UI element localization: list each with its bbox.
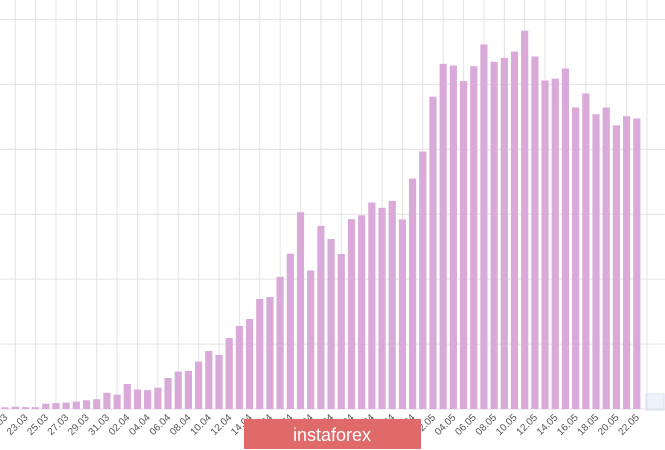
bar: [103, 392, 111, 409]
watermark: instaforex: [244, 419, 421, 449]
bar: [205, 351, 213, 409]
bar: [622, 116, 631, 409]
bar: [541, 80, 549, 409]
bar: [307, 270, 315, 409]
bar: [62, 402, 70, 409]
bar: [572, 107, 580, 409]
watermark-text: instaforex: [293, 425, 371, 445]
bar: [358, 215, 366, 409]
bar: [276, 276, 284, 409]
bar: [174, 371, 182, 409]
x-tick-label: 02.04: [107, 412, 133, 438]
x-tick-label: 04.05: [433, 412, 459, 438]
bar: [439, 63, 447, 409]
x-tick-label: 16.05: [555, 412, 581, 438]
x-tick-label: 27.03: [46, 412, 72, 438]
bar: [582, 93, 590, 409]
x-tick-label: 20.05: [596, 412, 622, 438]
x-tick-label: 06.05: [453, 412, 479, 438]
bar: [510, 51, 519, 409]
bar: [154, 387, 162, 409]
bar: [368, 202, 376, 409]
bar: [398, 219, 407, 409]
bar: [347, 219, 356, 409]
x-tick-label: 10.04: [188, 412, 214, 438]
bar: [296, 212, 305, 409]
x-tick-label: 22.05: [616, 412, 642, 438]
bar: [72, 401, 80, 409]
bar: [429, 96, 437, 409]
bar: [164, 378, 172, 409]
corner-box: [645, 393, 665, 411]
bar: [612, 125, 620, 410]
bar: [490, 61, 498, 409]
bar: [551, 78, 559, 410]
bar: [409, 178, 417, 409]
bar: [286, 253, 294, 409]
bar: [592, 114, 600, 409]
bar: [317, 225, 325, 409]
bar: [480, 44, 488, 410]
x-tick-label: 06.04: [148, 412, 174, 438]
bar: [82, 400, 91, 409]
x-tick-label: 25.03: [25, 412, 51, 438]
bar: [31, 407, 40, 409]
bar: [1, 407, 9, 409]
watermark-box: [244, 419, 421, 449]
bar: [633, 118, 641, 409]
bar: [521, 30, 529, 409]
bar: [113, 394, 121, 409]
bar: [378, 207, 386, 409]
bar: [419, 151, 427, 409]
bar: [561, 68, 570, 409]
bar: [42, 403, 50, 409]
bar: [327, 239, 335, 409]
bar: [123, 383, 131, 409]
x-tick-label: 12.05: [515, 412, 541, 438]
bar: [245, 318, 254, 409]
bar: [256, 299, 264, 409]
x-tick-label: 23.03: [5, 412, 31, 438]
bar: [225, 338, 233, 409]
bar: [93, 399, 101, 409]
bar: [11, 406, 19, 409]
x-tick-label: 14.05: [535, 412, 561, 438]
bar: [470, 66, 478, 409]
bar: [531, 56, 539, 409]
bar: [449, 65, 457, 409]
bar: [235, 325, 243, 409]
bar: [500, 57, 508, 410]
bar: [21, 407, 29, 409]
bar: [459, 81, 468, 409]
bar: [215, 354, 223, 409]
bar: [195, 361, 203, 409]
x-tick-label: 18.05: [576, 412, 602, 438]
bar: [388, 200, 396, 409]
x-tick-label: 31.03: [87, 412, 113, 438]
bar: [266, 297, 274, 409]
x-tick-label: 29.03: [66, 412, 92, 438]
x-tick-label: 10.05: [494, 412, 520, 438]
x-tick-label: 12.04: [209, 412, 235, 438]
bar: [602, 107, 610, 409]
x-tick-label: 04.04: [127, 412, 153, 438]
bar: [144, 390, 152, 409]
bar: [184, 370, 193, 409]
bar: [52, 403, 60, 409]
bar: [133, 389, 142, 409]
x-tick-label: 08.04: [168, 412, 194, 438]
x-tick-label: 21.03: [0, 412, 10, 438]
x-tick-label: 08.05: [474, 412, 500, 438]
bar: [337, 254, 345, 409]
